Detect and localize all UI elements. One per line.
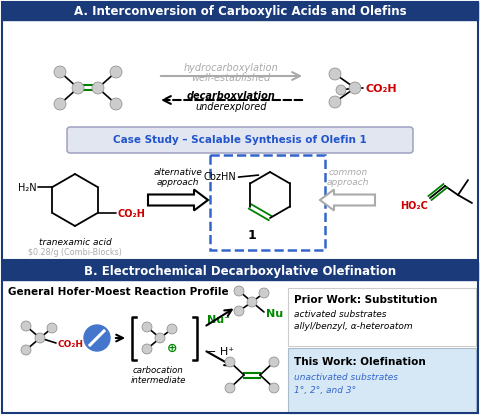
Circle shape — [234, 286, 244, 296]
Circle shape — [269, 383, 279, 393]
Text: Case Study – Scalable Synthesis of Olefin 1: Case Study – Scalable Synthesis of Olefi… — [113, 135, 367, 145]
Circle shape — [110, 98, 122, 110]
Circle shape — [72, 82, 84, 94]
Text: $0.28/g (Combi-Blocks): $0.28/g (Combi-Blocks) — [28, 248, 122, 257]
FancyArrow shape — [148, 190, 208, 210]
FancyBboxPatch shape — [67, 127, 413, 153]
Circle shape — [54, 66, 66, 78]
Circle shape — [21, 345, 31, 355]
Circle shape — [142, 322, 152, 332]
Text: − H⁺: − H⁺ — [207, 347, 234, 357]
Text: common
approach: common approach — [327, 168, 369, 187]
Text: H₂N: H₂N — [18, 183, 36, 193]
Bar — [210, 155, 325, 250]
Text: B. Electrochemical Decarboxylative Olefination: B. Electrochemical Decarboxylative Olefi… — [84, 264, 396, 278]
Circle shape — [84, 325, 110, 351]
Text: 1: 1 — [248, 229, 256, 242]
Text: CbzHN: CbzHN — [204, 172, 237, 182]
Text: unactivated substrates: unactivated substrates — [294, 373, 398, 381]
Circle shape — [329, 68, 341, 80]
Bar — [2, 2, 478, 260]
Bar — [2, 262, 478, 280]
Bar — [288, 288, 476, 346]
Text: tranexamic acid: tranexamic acid — [38, 238, 111, 247]
Circle shape — [336, 85, 346, 95]
Bar — [2, 280, 478, 413]
Circle shape — [259, 288, 269, 298]
Text: General Hofer-Moest Reaction Profile: General Hofer-Moest Reaction Profile — [8, 287, 228, 297]
Text: Nu⁻: Nu⁻ — [207, 315, 230, 325]
Text: HO₂C: HO₂C — [400, 201, 428, 211]
Circle shape — [349, 82, 361, 94]
Bar — [288, 348, 476, 413]
FancyArrow shape — [320, 190, 375, 210]
Circle shape — [54, 98, 66, 110]
Text: decarboxylation: decarboxylation — [187, 91, 276, 101]
Text: hydrocarboxylation: hydrocarboxylation — [184, 63, 278, 73]
Text: alternative
approach: alternative approach — [154, 168, 203, 187]
Circle shape — [225, 383, 235, 393]
Text: carbocation
intermediate: carbocation intermediate — [130, 366, 186, 386]
Circle shape — [21, 321, 31, 331]
Circle shape — [247, 297, 257, 307]
Text: ⊕: ⊕ — [167, 342, 177, 354]
Text: well-established: well-established — [192, 73, 271, 83]
Circle shape — [92, 82, 104, 94]
Text: CO₂H: CO₂H — [58, 339, 84, 349]
Circle shape — [329, 96, 341, 108]
Circle shape — [225, 357, 235, 367]
Circle shape — [142, 344, 152, 354]
Text: Nu: Nu — [266, 309, 283, 319]
Text: allyl/benzyl, α-heteroatom: allyl/benzyl, α-heteroatom — [294, 322, 413, 330]
Circle shape — [234, 306, 244, 316]
Circle shape — [167, 324, 177, 334]
Text: CO₂H: CO₂H — [365, 84, 396, 94]
Circle shape — [269, 357, 279, 367]
Text: 1°, 2°, and 3°: 1°, 2°, and 3° — [294, 386, 356, 395]
Bar — [2, 262, 478, 413]
Text: activated substrates: activated substrates — [294, 310, 386, 318]
Circle shape — [155, 333, 165, 343]
Text: This Work: Olefination: This Work: Olefination — [294, 357, 426, 367]
Text: underexplored: underexplored — [195, 102, 267, 112]
Text: A. Interconversion of Carboxylic Acids and Olefins: A. Interconversion of Carboxylic Acids a… — [74, 5, 406, 17]
Text: Prior Work: Substitution: Prior Work: Substitution — [294, 295, 437, 305]
Text: CO₂H: CO₂H — [118, 209, 145, 219]
Bar — [2, 20, 478, 260]
Circle shape — [47, 323, 57, 333]
Circle shape — [110, 66, 122, 78]
Bar — [2, 2, 478, 20]
Circle shape — [35, 333, 45, 343]
